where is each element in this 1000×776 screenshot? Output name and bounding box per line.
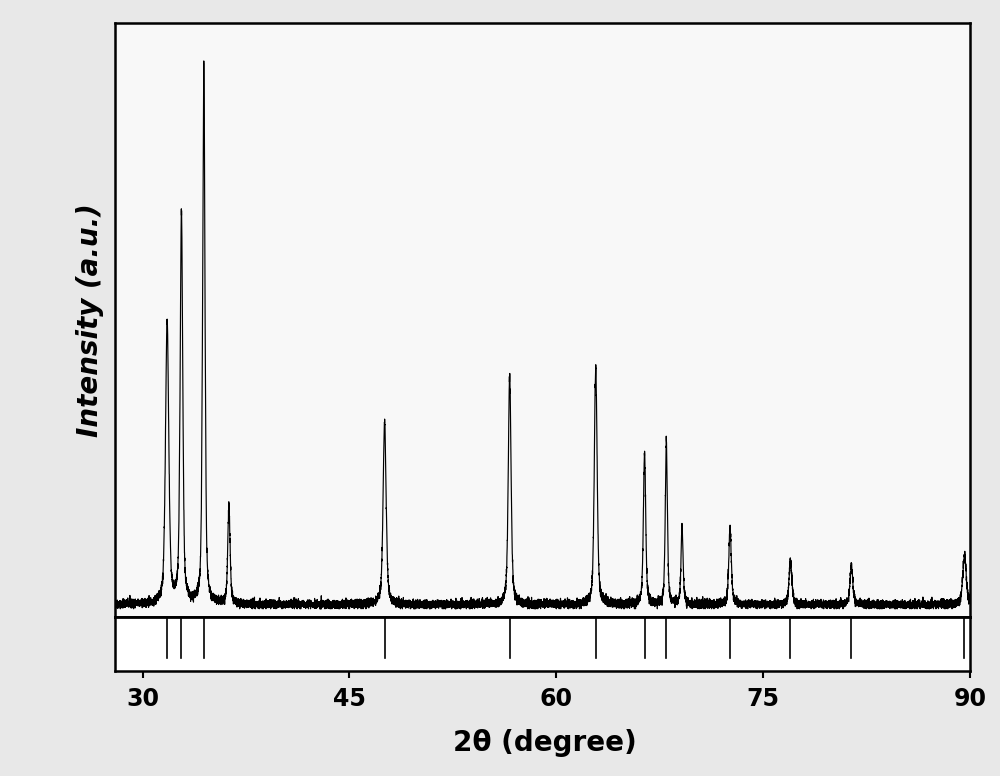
Text: 2θ (degree): 2θ (degree) bbox=[453, 729, 637, 757]
Y-axis label: Intensity (a.u.): Intensity (a.u.) bbox=[76, 203, 104, 437]
